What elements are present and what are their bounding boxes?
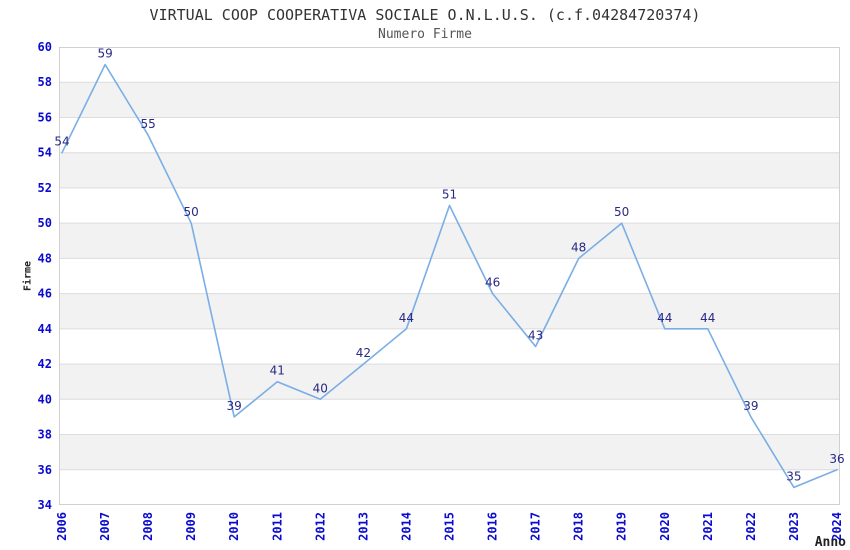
data-label: 44 bbox=[700, 311, 715, 325]
x-tick-label: 2008 bbox=[141, 512, 155, 541]
y-tick-labels: 34 36 38 40 42 44 46 48 50 52 54 56 58 60 bbox=[38, 40, 52, 512]
data-label: 39 bbox=[227, 399, 242, 413]
x-tick-label: 2014 bbox=[399, 512, 413, 541]
y-tick-label: 44 bbox=[38, 322, 52, 336]
data-label: 44 bbox=[399, 311, 414, 325]
series-line bbox=[61, 63, 838, 489]
x-tick-labels: 2006 2007 2008 2009 2010 2011 2012 2013 2014 2015… bbox=[55, 512, 844, 541]
x-tick-label: 2020 bbox=[658, 512, 672, 541]
data-label: 54 bbox=[54, 135, 69, 149]
data-label: 41 bbox=[270, 364, 285, 378]
x-tick-label: 2024 bbox=[830, 512, 844, 541]
x-tick-label: 2009 bbox=[184, 512, 198, 541]
data-label: 51 bbox=[442, 188, 457, 202]
data-label: 39 bbox=[743, 399, 758, 413]
chart-title: VIRTUAL COOP COOPERATIVA SOCIALE O.N.L.U… bbox=[149, 6, 701, 24]
chart-subtitle: Numero Firme bbox=[378, 27, 472, 42]
x-tick-label: 2019 bbox=[615, 512, 629, 541]
plot-bands bbox=[59, 82, 840, 470]
x-tick-label: 2023 bbox=[787, 512, 801, 541]
data-label: 42 bbox=[356, 346, 371, 360]
y-tick-label: 46 bbox=[38, 287, 52, 301]
data-label: 50 bbox=[184, 205, 199, 219]
y-tick-label: 54 bbox=[38, 146, 52, 160]
x-tick-label: 2012 bbox=[313, 512, 327, 541]
x-tick-label: 2006 bbox=[55, 512, 69, 541]
x-tick-label: 2013 bbox=[356, 512, 370, 541]
y-tick-label: 36 bbox=[38, 463, 52, 477]
data-label: 50 bbox=[614, 205, 629, 219]
data-label: 35 bbox=[786, 469, 801, 483]
data-label: 36 bbox=[829, 452, 844, 466]
data-label: 44 bbox=[657, 311, 672, 325]
y-tick-label: 50 bbox=[38, 216, 52, 230]
data-label: 59 bbox=[97, 47, 112, 61]
x-axis-title: Anno bbox=[814, 535, 846, 550]
y-tick-label: 48 bbox=[38, 251, 52, 265]
x-tick-label: 2011 bbox=[270, 512, 284, 541]
data-label: 46 bbox=[485, 276, 500, 290]
plot-border bbox=[59, 47, 840, 505]
gridlines bbox=[59, 81, 840, 471]
data-label: 55 bbox=[140, 117, 155, 131]
y-tick-label: 34 bbox=[38, 498, 52, 512]
y-tick-label: 56 bbox=[38, 110, 52, 124]
y-tick-label: 52 bbox=[38, 181, 52, 195]
data-label: 40 bbox=[313, 381, 328, 395]
data-labels: 54 59 55 50 39 41 40 42 44 51 46 43 48 50 44 44 39 35 36 bbox=[54, 47, 844, 484]
y-tick-label: 42 bbox=[38, 357, 52, 371]
data-label: 43 bbox=[528, 329, 543, 343]
x-tick-label: 2015 bbox=[443, 512, 457, 541]
y-tick-label: 40 bbox=[38, 392, 52, 406]
x-tick-label: 2018 bbox=[572, 512, 586, 541]
x-tick-label: 2007 bbox=[98, 512, 112, 541]
y-tick-label: 58 bbox=[38, 75, 52, 89]
x-tick-label: 2022 bbox=[744, 512, 758, 541]
x-tick-label: 2017 bbox=[529, 512, 543, 541]
x-tick-label: 2016 bbox=[486, 512, 500, 541]
y-tick-label: 38 bbox=[38, 428, 52, 442]
x-tick-label: 2021 bbox=[701, 512, 715, 541]
x-tick-label: 2010 bbox=[227, 512, 241, 541]
y-tick-label: 60 bbox=[38, 40, 52, 54]
data-label: 48 bbox=[571, 240, 586, 254]
